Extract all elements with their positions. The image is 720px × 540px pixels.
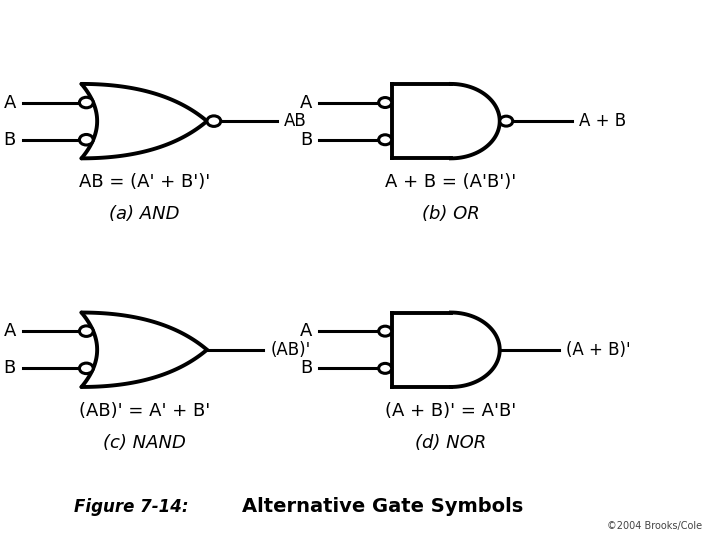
Text: (b) OR: (b) OR [422, 205, 480, 223]
Text: (a) AND: (a) AND [109, 205, 179, 223]
Circle shape [207, 116, 221, 126]
Text: Alternative Gate Symbols: Alternative Gate Symbols [242, 497, 523, 516]
Text: A: A [4, 322, 16, 340]
Text: A: A [4, 93, 16, 112]
Text: B: B [4, 131, 16, 149]
Circle shape [500, 116, 513, 126]
Text: A + B: A + B [579, 112, 626, 130]
Circle shape [79, 97, 93, 108]
Text: (AB)': (AB)' [271, 341, 310, 359]
Circle shape [379, 98, 392, 107]
Text: (c) NAND: (c) NAND [103, 434, 186, 452]
Text: (A + B)': (A + B)' [566, 341, 631, 359]
Circle shape [79, 134, 93, 145]
Text: B: B [300, 359, 312, 377]
Text: (A + B)' = A'B': (A + B)' = A'B' [385, 402, 516, 420]
Text: A: A [300, 93, 312, 112]
Text: B: B [4, 359, 16, 377]
Circle shape [79, 326, 93, 336]
Circle shape [379, 326, 392, 336]
Text: ©2004 Brooks/Cole: ©2004 Brooks/Cole [607, 521, 702, 530]
Circle shape [79, 363, 93, 374]
Text: AB = (A' + B')': AB = (A' + B')' [78, 173, 210, 191]
Text: (d) NOR: (d) NOR [415, 434, 487, 452]
Circle shape [379, 363, 392, 373]
Text: (AB)' = A' + B': (AB)' = A' + B' [78, 402, 210, 420]
Text: AB: AB [284, 112, 307, 130]
Text: A: A [300, 322, 312, 340]
Circle shape [379, 135, 392, 145]
Text: Figure 7-14:: Figure 7-14: [74, 497, 189, 516]
Text: A + B = (A'B')': A + B = (A'B')' [385, 173, 516, 191]
Text: B: B [300, 131, 312, 149]
